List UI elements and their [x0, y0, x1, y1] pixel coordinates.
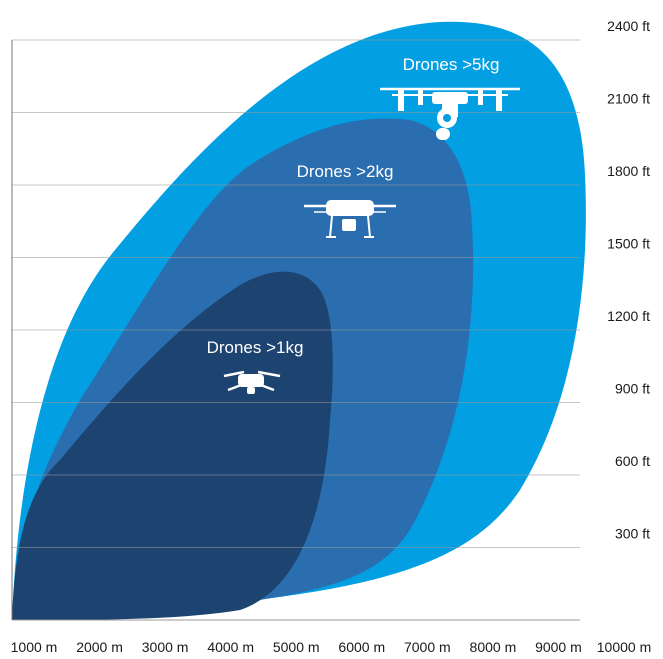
- gridlines: [12, 39, 580, 621]
- y-tick-label: 2100 ft: [607, 91, 650, 107]
- y-tick-label: 2400 ft: [607, 18, 650, 34]
- region-drones-1kg: [12, 271, 333, 620]
- x-tick-labels: 1000 m 2000 m 3000 m 4000 m 5000 m 6000 m 7000…: [11, 639, 652, 655]
- large-hexacopter-drone-icon: [380, 87, 520, 140]
- x-tick-label: 10000 m: [597, 639, 651, 655]
- label-drones-1kg: Drones >1kg: [207, 338, 304, 357]
- y-tick-label: 900 ft: [615, 381, 650, 397]
- x-tick-label: 4000 m: [207, 639, 254, 655]
- y-tick-labels: 300 ft 600 ft 900 ft 1200 ft 1500 ft 1800 ft 2…: [607, 18, 650, 542]
- x-tick-label: 5000 m: [273, 639, 320, 655]
- x-tick-label: 8000 m: [470, 639, 517, 655]
- y-tick-label: 1500 ft: [607, 236, 650, 252]
- quadcopter-drone-icon: [304, 200, 396, 238]
- x-tick-label: 1000 m: [11, 639, 58, 655]
- x-tick-label: 3000 m: [142, 639, 189, 655]
- x-tick-label: 7000 m: [404, 639, 451, 655]
- y-tick-label: 1200 ft: [607, 308, 650, 324]
- label-drones-5kg: Drones >5kg: [403, 55, 500, 74]
- small-foldable-drone-icon: [223, 370, 281, 394]
- label-drones-2kg: Drones >2kg: [297, 162, 394, 181]
- y-tick-label: 600 ft: [615, 453, 650, 469]
- y-tick-label: 300 ft: [615, 526, 650, 542]
- x-tick-label: 9000 m: [535, 639, 582, 655]
- x-tick-label: 6000 m: [338, 639, 385, 655]
- x-tick-label: 2000 m: [76, 639, 123, 655]
- y-tick-label: 1800 ft: [607, 163, 650, 179]
